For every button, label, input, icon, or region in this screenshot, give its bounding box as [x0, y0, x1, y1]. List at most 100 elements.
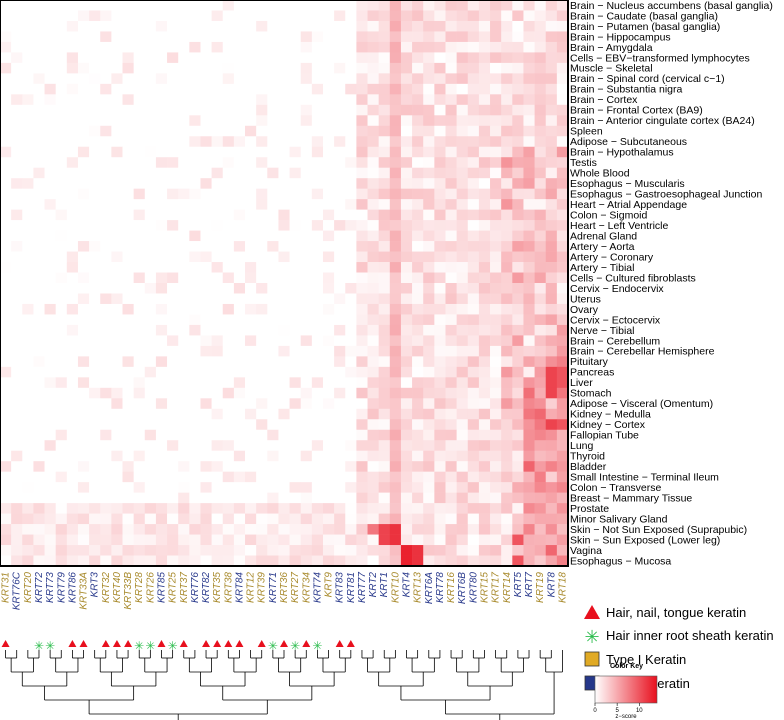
- heatmap-cell: [89, 73, 101, 85]
- heatmap-cell: [222, 188, 235, 200]
- heatmap-cell: [512, 262, 524, 273]
- heatmap-cell: [322, 335, 335, 347]
- heatmap-cell: [467, 52, 480, 64]
- heatmap-cell: [122, 20, 134, 32]
- heatmap-cell: [478, 230, 491, 242]
- heatmap-cell: [133, 31, 146, 43]
- heatmap-cell: [245, 10, 257, 22]
- heatmap-cell: [89, 31, 101, 43]
- heatmap-cell: [501, 20, 513, 32]
- heatmap-cell: [211, 94, 224, 106]
- heatmap-cell: [322, 513, 335, 525]
- heatmap-cell: [334, 356, 346, 368]
- heatmap-cell: [289, 241, 302, 252]
- heatmap-cell: [144, 283, 157, 294]
- heatmap-cell: [501, 52, 513, 64]
- heatmap-cell: [545, 429, 558, 441]
- heatmap-cell: [122, 356, 134, 368]
- heatmap-cell: [334, 440, 346, 451]
- heatmap-cell: [200, 157, 212, 168]
- heatmap-cell: [55, 209, 68, 221]
- heatmap-cell: [133, 524, 146, 535]
- heatmap-cell: [133, 471, 146, 483]
- heatmap-cell: [0, 146, 12, 158]
- heatmap-cell: [501, 377, 513, 389]
- heatmap-cell: [400, 429, 413, 441]
- heatmap-cell: [278, 125, 290, 137]
- heatmap-cell: [400, 146, 413, 158]
- heatmap-cell: [490, 356, 502, 368]
- heatmap-cell: [445, 83, 457, 95]
- heatmap-cell: [211, 534, 224, 546]
- heatmap-cell: [501, 482, 513, 493]
- heatmap-cell: [423, 408, 435, 420]
- heatmap-cell: [155, 324, 168, 336]
- heatmap-cell: [22, 31, 34, 43]
- heatmap-cell: [345, 199, 357, 210]
- heatmap-cell: [478, 178, 491, 189]
- heatmap-cell: [556, 31, 569, 43]
- heatmap-cell: [278, 62, 290, 74]
- heatmap-cell: [66, 136, 79, 148]
- heatmap-cell: [100, 356, 112, 368]
- heatmap-cell: [445, 62, 457, 74]
- heatmap-cell: [445, 492, 457, 504]
- heatmap-cell: [0, 199, 12, 210]
- heatmap-cell: [378, 429, 391, 441]
- row-label: Liver: [570, 377, 593, 389]
- row-label: Heart − Atrial Appendage: [570, 199, 687, 211]
- heatmap-cell: [400, 125, 413, 137]
- heatmap-cell: [89, 450, 101, 462]
- heatmap-cell: [512, 104, 524, 116]
- heatmap-cell: [367, 429, 379, 441]
- heatmap-cell: [423, 199, 435, 210]
- heatmap-cell: [400, 262, 413, 273]
- heatmap-cell: [490, 513, 502, 525]
- triangle-marker: [302, 640, 311, 647]
- heatmap-cell: [178, 345, 190, 357]
- heatmap-cell: [478, 335, 491, 347]
- heatmap-cell: [490, 167, 502, 179]
- heatmap-cell: [278, 94, 290, 106]
- heatmap-cell: [256, 513, 268, 525]
- heatmap-cell: [311, 293, 324, 305]
- heatmap-cell: [200, 220, 212, 231]
- heatmap-cell: [22, 293, 34, 305]
- heatmap-cell: [111, 377, 123, 389]
- heatmap-cell: [501, 345, 513, 357]
- heatmap-cell: [322, 52, 335, 64]
- heatmap-cell: [211, 209, 224, 221]
- heatmap-cell: [100, 555, 112, 567]
- heatmap-cell: [356, 482, 368, 493]
- heatmap-cell: [423, 209, 435, 221]
- heatmap-cell: [445, 188, 457, 200]
- heatmap-cell: [89, 387, 101, 399]
- heatmap-cell: [456, 230, 469, 242]
- heatmap-cell: [278, 199, 290, 210]
- heatmap-cell: [233, 178, 246, 189]
- heatmap-cell: [77, 83, 90, 95]
- heatmap-cell: [423, 492, 435, 504]
- heatmap-cell: [523, 241, 535, 252]
- heatmap-cell: [389, 157, 402, 168]
- heatmap-cell: [278, 83, 290, 95]
- heatmap-cell: [22, 398, 34, 410]
- heatmap-cell: [111, 408, 123, 420]
- heatmap-cell: [144, 408, 157, 420]
- heatmap-cell: [222, 345, 235, 357]
- heatmap-cell: [200, 482, 212, 493]
- heatmap-cell: [545, 293, 558, 305]
- color-key-tick-label: 0: [593, 708, 597, 714]
- heatmap-cell: [490, 387, 502, 399]
- heatmap-cell: [111, 524, 123, 535]
- heatmap-cell: [300, 199, 313, 210]
- heatmap-cell: [545, 283, 558, 294]
- heatmap-cell: [245, 429, 257, 441]
- heatmap-cell: [445, 125, 457, 137]
- column-label: KRT14: [502, 572, 513, 603]
- heatmap-cell: [534, 387, 547, 399]
- heatmap-cell: [167, 545, 179, 556]
- heatmap-cell: [289, 157, 302, 168]
- heatmap-cell: [167, 115, 179, 127]
- heatmap-cell: [378, 545, 391, 556]
